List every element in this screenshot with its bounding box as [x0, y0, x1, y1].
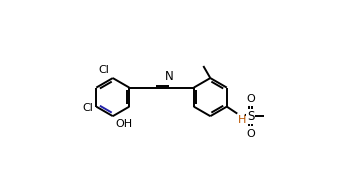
Text: HN: HN	[238, 115, 255, 125]
Text: S: S	[247, 110, 255, 123]
Text: O: O	[246, 129, 255, 139]
Text: OH: OH	[115, 119, 132, 129]
Text: Cl: Cl	[98, 65, 109, 75]
Text: N: N	[165, 70, 174, 83]
Text: Cl: Cl	[82, 103, 93, 113]
Text: O: O	[246, 94, 255, 104]
